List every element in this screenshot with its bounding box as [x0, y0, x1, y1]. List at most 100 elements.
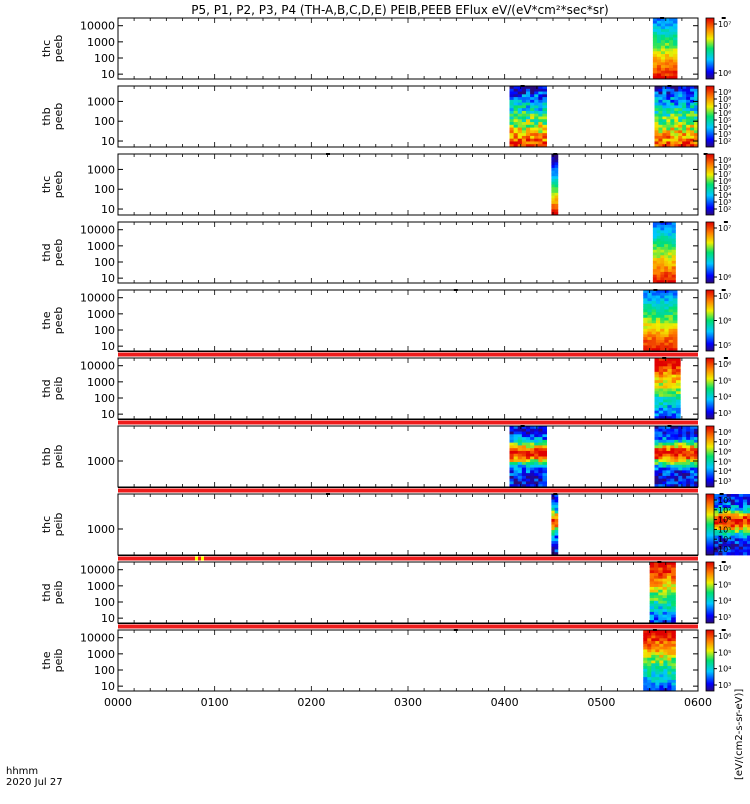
spectrogram-cell [551, 546, 556, 550]
spectrogram-cell [678, 475, 683, 480]
spectrogram-cell [671, 235, 676, 240]
colorbar-tick-label: 10⁴ [718, 467, 731, 476]
spectrogram-cell [718, 516, 723, 520]
spectrogram-cell [658, 609, 663, 613]
y-tick-label: 1000 [87, 240, 115, 253]
spectrogram-cell [509, 448, 515, 452]
spectrogram-cell [747, 494, 750, 498]
spectrogram-cell [652, 59, 658, 63]
spectrogram-cell [666, 102, 671, 106]
spectrogram-cell [694, 105, 699, 109]
spectrogram-cell [742, 518, 748, 523]
colorbar-tick-label: 10⁴ [718, 597, 731, 606]
spectrogram-cell [658, 603, 663, 607]
spectrogram-cell [517, 124, 523, 128]
spectrogram-cell [664, 51, 670, 55]
spectrogram-cell [517, 434, 523, 438]
spectrogram-cell [662, 105, 667, 109]
spectrogram-cell [658, 478, 663, 482]
spectrogram-cell [663, 391, 668, 395]
spectrogram-cell [664, 224, 669, 228]
spectrogram-cell [666, 600, 672, 604]
spectrogram-cell [690, 462, 695, 466]
spectrogram-cell [653, 600, 659, 604]
spectrogram-cell [651, 323, 657, 327]
spectrogram-cell [647, 635, 652, 639]
spectrogram-cell [663, 668, 668, 672]
spectrogram-cell [666, 141, 671, 145]
spectrogram-cell [742, 543, 748, 548]
y-tick-label: 10 [101, 612, 115, 625]
spectrogram-cell [672, 326, 678, 330]
spectrogram-cell [649, 589, 655, 593]
spectrogram-cell [667, 652, 672, 656]
spectrogram-cell [690, 94, 695, 98]
spectrogram-cell [513, 130, 519, 134]
spectrogram-cell [678, 459, 683, 463]
spectrogram-cell [671, 277, 676, 281]
spectrogram-cell [682, 475, 687, 480]
spectrogram-cell [670, 130, 675, 134]
spectrogram-cell [666, 91, 671, 95]
spectrogram-cell [647, 685, 652, 689]
spectrogram-cell [671, 405, 677, 409]
spectrogram-cell [664, 342, 669, 346]
spectrogram-cell [682, 144, 687, 148]
spectrogram-cell [660, 235, 665, 240]
spectrogram-cell [730, 499, 736, 503]
spectrogram-cell [663, 407, 668, 412]
spectrogram-cell [670, 462, 675, 466]
spectrogram-cell [513, 450, 519, 455]
spectrogram-cell [652, 73, 658, 77]
spectrogram-cell [655, 632, 660, 636]
spectrogram-cell [660, 280, 665, 284]
spectrogram-cell [726, 549, 732, 553]
spectrogram-cell [662, 570, 668, 574]
spectrogram-cell [690, 113, 695, 117]
spectrogram-cell [694, 464, 699, 468]
spectrogram-cell [660, 222, 665, 226]
spectrogram-cell [669, 51, 674, 55]
spectrogram-cell [673, 37, 678, 41]
spectrogram-cell [678, 105, 683, 109]
spectrogram-cell [658, 363, 664, 367]
spectrogram-cell [682, 110, 687, 115]
spectrogram-cell [647, 298, 653, 302]
spectrogram-cell [667, 682, 672, 686]
spectrogram-cell [694, 434, 699, 438]
spectrogram-interval [654, 86, 699, 148]
spectrogram-cell [517, 88, 523, 92]
spectrogram-cell [542, 119, 547, 123]
spectrogram-cell [663, 663, 668, 667]
spectrogram-cell [551, 184, 556, 188]
spectrogram-cell [659, 632, 664, 636]
spectrogram-cell [686, 434, 691, 438]
spectrogram-cell [730, 505, 736, 509]
spectrogram-cell [653, 609, 659, 613]
spectrogram-cell [671, 688, 676, 692]
spectrogram-cell [521, 91, 527, 95]
spectrogram-cell [664, 252, 669, 256]
spectrogram-cell [726, 527, 732, 531]
y-tick-label: 1000 [87, 580, 115, 593]
spectrogram-cell [672, 345, 678, 349]
spectrogram-cell [643, 657, 648, 661]
spectrogram-cell [513, 434, 519, 438]
spectrogram-cell [673, 26, 678, 30]
spectrogram-cell [694, 478, 699, 482]
spectrogram-cell [643, 652, 648, 656]
spectrogram-cell [730, 530, 736, 534]
spectrogram-cell [662, 473, 667, 477]
spectrogram-cell [667, 630, 672, 634]
spectrogram-cell [660, 26, 666, 30]
y-tick-label: 1000 [87, 376, 115, 389]
spectrogram-cell [534, 431, 539, 435]
spectrogram-cell [694, 431, 699, 435]
spectrogram-cell [656, 277, 661, 281]
spectrogram-cell [738, 505, 744, 509]
spectrogram-cell [686, 122, 691, 126]
spectrogram-cell [647, 660, 652, 664]
spectrogram-cell [747, 507, 750, 512]
spectrogram-cell [660, 224, 665, 228]
spectrogram-cell [667, 360, 673, 364]
